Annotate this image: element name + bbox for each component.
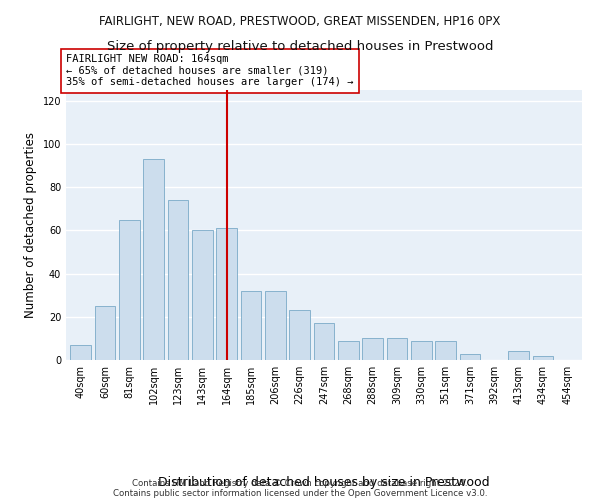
Bar: [241, 291, 262, 360]
Y-axis label: Number of detached properties: Number of detached properties: [24, 132, 37, 318]
Bar: [216, 228, 237, 360]
Bar: [362, 338, 383, 360]
Bar: [265, 291, 286, 360]
Bar: [508, 352, 529, 360]
Bar: [338, 340, 359, 360]
Text: Size of property relative to detached houses in Prestwood: Size of property relative to detached ho…: [107, 40, 493, 53]
Text: Contains HM Land Registry data © Crown copyright and database right 2024.: Contains HM Land Registry data © Crown c…: [132, 478, 468, 488]
Bar: [436, 340, 456, 360]
Text: FAIRLIGHT NEW ROAD: 164sqm
← 65% of detached houses are smaller (319)
35% of sem: FAIRLIGHT NEW ROAD: 164sqm ← 65% of deta…: [66, 54, 353, 88]
Bar: [314, 324, 334, 360]
Text: FAIRLIGHT, NEW ROAD, PRESTWOOD, GREAT MISSENDEN, HP16 0PX: FAIRLIGHT, NEW ROAD, PRESTWOOD, GREAT MI…: [100, 15, 500, 28]
Bar: [411, 340, 432, 360]
X-axis label: Distribution of detached houses by size in Prestwood: Distribution of detached houses by size …: [158, 476, 490, 490]
Bar: [70, 345, 91, 360]
Bar: [460, 354, 481, 360]
Bar: [289, 310, 310, 360]
Bar: [143, 159, 164, 360]
Bar: [95, 306, 115, 360]
Bar: [386, 338, 407, 360]
Text: Contains public sector information licensed under the Open Government Licence v3: Contains public sector information licen…: [113, 488, 487, 498]
Bar: [533, 356, 553, 360]
Bar: [119, 220, 140, 360]
Bar: [167, 200, 188, 360]
Bar: [192, 230, 212, 360]
